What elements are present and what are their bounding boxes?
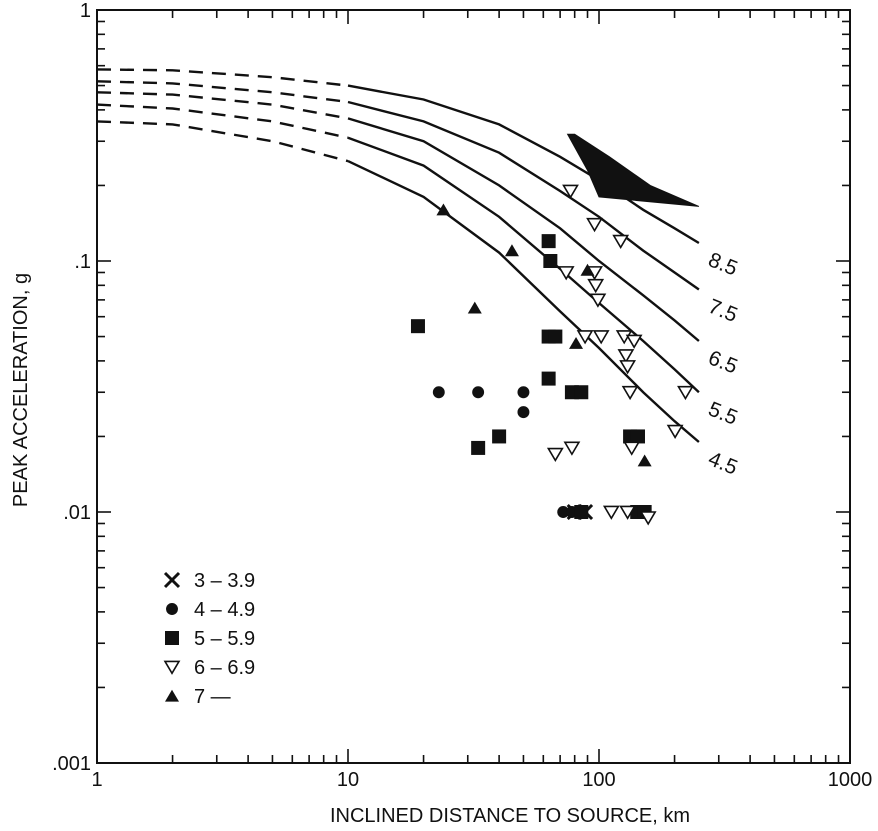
data-point-square-6 — [548, 329, 563, 344]
data-point-triangle-down-12 — [619, 360, 636, 375]
data-point-square-12 — [574, 505, 589, 519]
curve-label-8.5: 8.5 — [705, 248, 741, 280]
x-tick-label: 100 — [582, 769, 615, 791]
data-point-triangle-up-4 — [569, 337, 584, 349]
data-point-square-0 — [410, 319, 425, 334]
data-point-triangle-down-19 — [602, 505, 620, 520]
data-point-triangle-down-2 — [612, 234, 630, 250]
legend-marker-triangle-up — [165, 689, 179, 702]
curve-label-4.5: 4.5 — [705, 447, 741, 479]
data-point-triangle-down-11 — [617, 349, 635, 364]
y-axis-label: PEAK ACCELERATION, g — [10, 273, 32, 507]
data-point-triangle-down-13 — [621, 385, 639, 401]
data-point-triangle-up-1 — [504, 244, 519, 257]
data-point-triangle-down-20 — [619, 505, 636, 520]
plot-frame — [96, 9, 851, 764]
curve-solid-7.5 — [347, 100, 700, 291]
data-point-triangle-down-7 — [576, 330, 594, 345]
y-tick-label: .01 — [63, 502, 91, 524]
data-point-layer — [410, 184, 694, 526]
y-tick-label: 1 — [80, 0, 91, 22]
legend-label: 5 – 5.9 — [194, 628, 255, 650]
data-point-square-4 — [543, 254, 558, 268]
shaded-region-layer — [566, 133, 700, 207]
data-point-triangle-down-18 — [563, 441, 581, 456]
data-point-square-2 — [492, 429, 507, 444]
curve-dashed-7.5 — [96, 80, 349, 104]
curve-dashed-6.5 — [96, 91, 349, 120]
data-point-triangle-down-10 — [625, 334, 643, 349]
legend: 3 – 3.9 4 – 4.9 5 – 5.9 6 – 6.9 7 — — [163, 570, 255, 708]
data-point-circle-4 — [557, 506, 570, 518]
data-point-circle-3 — [517, 406, 530, 419]
y-tick-label: .1 — [74, 251, 91, 273]
data-point-circle-1 — [472, 386, 485, 399]
data-point-triangle-down-6 — [589, 293, 607, 308]
legend-marker-x — [163, 571, 181, 589]
data-point-circle-2 — [517, 386, 530, 399]
curve-solid-5.5 — [347, 136, 700, 394]
x-tick-label: 1000 — [828, 769, 873, 791]
curve-dashed-5.5 — [96, 103, 349, 139]
y-tick-label: .001 — [52, 753, 91, 775]
data-point-square-11 — [630, 429, 645, 444]
legend-label: 7 — — [194, 686, 231, 708]
data-point-square-9 — [574, 385, 589, 400]
data-point-triangle-down-0 — [562, 184, 579, 199]
legend-label: 4 – 4.9 — [194, 599, 255, 621]
axis-layer: 1 10 100 1000 .001 .01 .1 1 — [52, 0, 872, 791]
data-point-square-3 — [541, 234, 556, 249]
curve-solid-4.5 — [347, 160, 700, 443]
curve-dashed-4.5 — [96, 120, 349, 163]
shaded-data-region — [566, 133, 700, 207]
data-point-triangle-down-8 — [592, 330, 610, 345]
data-point-triangle-down-15 — [623, 441, 641, 456]
curve-solid-8.5 — [347, 84, 700, 245]
data-point-triangle-up-5 — [637, 454, 652, 467]
data-point-square-1 — [471, 440, 486, 455]
x-tick-label: 10 — [337, 769, 359, 791]
data-point-triangle-up-3 — [580, 263, 595, 276]
curve-dashed-8.5 — [96, 68, 349, 87]
data-point-triangle-down-17 — [546, 447, 564, 463]
data-point-triangle-down-21 — [639, 511, 657, 526]
data-point-square-7 — [541, 371, 556, 386]
legend-label: 6 – 6.9 — [194, 657, 255, 679]
data-point-triangle-up-2 — [467, 301, 482, 314]
legend-marker-square — [165, 631, 179, 645]
data-point-triangle-down-14 — [677, 385, 694, 401]
curve-solid-6.5 — [347, 117, 700, 342]
data-point-circle-0 — [432, 386, 445, 399]
x-axis-label: INCLINED DISTANCE TO SOURCE, km — [330, 805, 690, 827]
curve-layer: 8.5 7.5 6.5 5.5 4.5 — [96, 68, 741, 480]
data-point-triangle-up-0 — [436, 203, 451, 216]
data-point-triangle-down-3 — [557, 266, 575, 281]
legend-marker-triangle-down — [163, 660, 181, 675]
curve-label-7.5: 7.5 — [705, 295, 741, 327]
curve-label-5.5: 5.5 — [705, 398, 741, 430]
data-point-triangle-down-16 — [666, 424, 684, 440]
x-tick-label: 1 — [91, 769, 102, 791]
legend-marker-circle — [166, 603, 178, 615]
data-point-triangle-down-5 — [587, 278, 605, 294]
curve-label-6.5: 6.5 — [705, 346, 741, 378]
data-point-triangle-down-1 — [586, 217, 603, 233]
legend-label: 3 – 3.9 — [194, 570, 255, 592]
